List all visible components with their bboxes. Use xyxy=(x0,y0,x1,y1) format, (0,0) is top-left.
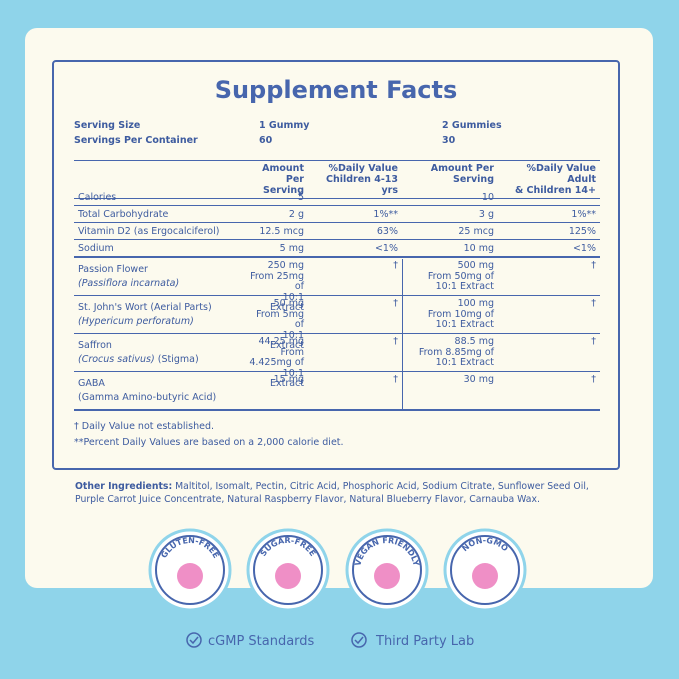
source: (Hypericum perforatum) xyxy=(78,315,238,329)
dv: † xyxy=(591,260,596,271)
amount: 50 mg From 5mg of 10:1 Extract xyxy=(256,298,304,351)
detail: (Stigma) xyxy=(157,354,199,365)
dv: † xyxy=(393,298,398,309)
amount: 500 mg From 50mg of 10:1 Extract xyxy=(402,259,498,316)
cell: 1%** xyxy=(373,209,398,220)
dv: † xyxy=(393,260,398,271)
footer-item: Third Party Lab xyxy=(375,634,474,649)
text: Maltitol, Isomalt, Pectin, Citric Acid, … xyxy=(75,481,589,505)
botanical-row: Passion Flower (Passiflora incarnata) 250 … xyxy=(74,259,600,316)
cell: <1% xyxy=(374,243,398,254)
header-cell: Amount Per Serving xyxy=(262,163,304,196)
badge-icon xyxy=(275,563,301,589)
dv: † xyxy=(591,298,596,309)
amount: 100 mg From 10mg of 10:1 Extract xyxy=(402,297,498,354)
amount: 250 mg From 25mg of 10:1 Extract xyxy=(250,260,304,313)
cell: Saffron (Crocus sativus) (Stigma) xyxy=(74,335,242,392)
name: Saffron xyxy=(78,340,112,351)
dv: † xyxy=(393,336,398,347)
amount: 44.25 mg From 4.425mg of 10:1 Extract xyxy=(249,336,304,389)
cell: 25 mcg xyxy=(458,226,494,237)
source: (Gamma Amino-butyric Acid) xyxy=(78,391,238,405)
cell: 10 xyxy=(481,192,494,203)
dv: † xyxy=(591,336,596,347)
cell: 10 mg xyxy=(463,243,494,254)
badge-icon xyxy=(374,563,400,589)
card xyxy=(25,28,653,588)
cell: Vitamin D2 (as Ergocalciferol) xyxy=(78,226,220,237)
latin: (Passiflora incarnata) xyxy=(78,278,180,289)
cell: 12.5 mcg xyxy=(259,226,304,237)
detail: (Gamma Amino-butyric Acid) xyxy=(78,392,217,403)
cell: 5 mg xyxy=(279,243,304,254)
name: Passion Flower xyxy=(78,264,148,275)
header-row: Amount Per Serving %Daily Value Children … xyxy=(74,160,600,199)
cell: 5 xyxy=(297,192,304,203)
source: (Passiflora incarnata) xyxy=(78,277,238,291)
nutrient-row: Total Carbohydrate 2 g 1%** 3 g 1%** xyxy=(74,207,600,223)
badge: SUGAR-FREE xyxy=(246,528,330,612)
label: Other Ingredients: xyxy=(75,481,173,492)
cell: Total Carbohydrate xyxy=(78,209,169,220)
source: (Crocus sativus) (Stigma) xyxy=(78,353,238,367)
cell: 3 g xyxy=(478,209,494,220)
nutrient-row: Vitamin D2 (as Ergocalciferol) 12.5 mcg 63… xyxy=(74,224,600,240)
cell: Sodium xyxy=(78,243,114,254)
dv: † xyxy=(393,374,398,385)
dv: † xyxy=(591,374,596,385)
latin: (Crocus sativus) xyxy=(78,354,155,365)
latin: (Hypericum perforatum) xyxy=(78,316,194,327)
footnote: **Percent Daily Values are based on a 2,… xyxy=(74,437,344,448)
serving-cell: 60 xyxy=(259,135,273,146)
other-ingredients: Other Ingredients: Maltitol, Isomalt, Pe… xyxy=(75,480,615,506)
nutrient-row: Sodium 5 mg <1% 10 mg <1% xyxy=(74,241,600,258)
botanical-row: St. John's Wort (Aerial Parts) (Hypericum… xyxy=(74,297,600,354)
cell: <1% xyxy=(572,243,596,254)
title: Supplement Facts xyxy=(214,76,458,104)
badge: GLUTEN-FREE xyxy=(148,528,232,612)
cell: St. John's Wort (Aerial Parts) (Hypericum… xyxy=(74,297,242,354)
badge: VEGAN FRIENDLY xyxy=(345,528,429,612)
cell: 1%** xyxy=(571,209,596,220)
serving-cell: 2 Gummies xyxy=(442,120,502,131)
serving-cell: Servings Per Container xyxy=(74,135,198,146)
botanical-row: Saffron (Crocus sativus) (Stigma) 44.25 mg… xyxy=(74,335,600,392)
cell: 125% xyxy=(568,226,596,237)
serving-cell: 30 xyxy=(442,135,456,146)
cell: 2 g xyxy=(288,209,304,220)
serving-cell: 1 Gummy xyxy=(259,120,310,131)
name: St. John's Wort (Aerial Parts) xyxy=(78,302,212,313)
amount: 30 mg xyxy=(402,373,498,409)
footer-item: cGMP Standards xyxy=(208,634,315,649)
badge-icon xyxy=(177,563,203,589)
header-cell: %Daily Value Adult & Children 14+ xyxy=(514,163,596,196)
cell: GABA (Gamma Amino-butyric Acid) xyxy=(74,373,242,409)
header-cell: Amount Per Serving xyxy=(430,163,494,185)
nutrient-row: Calories 5 10 xyxy=(74,190,600,206)
badge-icon xyxy=(472,563,498,589)
amount: 15 mg xyxy=(273,374,304,385)
facts-panel: Supplement Facts Serving Size 1 Gummy 2 Gu… xyxy=(52,60,620,470)
name: GABA xyxy=(78,378,105,389)
serving-cell: Serving Size xyxy=(74,120,141,131)
cell: Calories xyxy=(78,192,117,203)
botanical-row: GABA (Gamma Amino-butyric Acid) 15 mg † 30 m… xyxy=(74,373,600,411)
header-cell: %Daily Value Children 4-13 yrs xyxy=(325,163,398,196)
badge: NON-GMO xyxy=(443,528,527,612)
cell: Passion Flower (Passiflora incarnata) xyxy=(74,259,242,316)
footnote: † Daily Value not established. xyxy=(74,421,215,432)
cell: 63% xyxy=(376,226,398,237)
amount: 88.5 mg From 8.85mg of 10:1 Extract xyxy=(402,335,498,392)
